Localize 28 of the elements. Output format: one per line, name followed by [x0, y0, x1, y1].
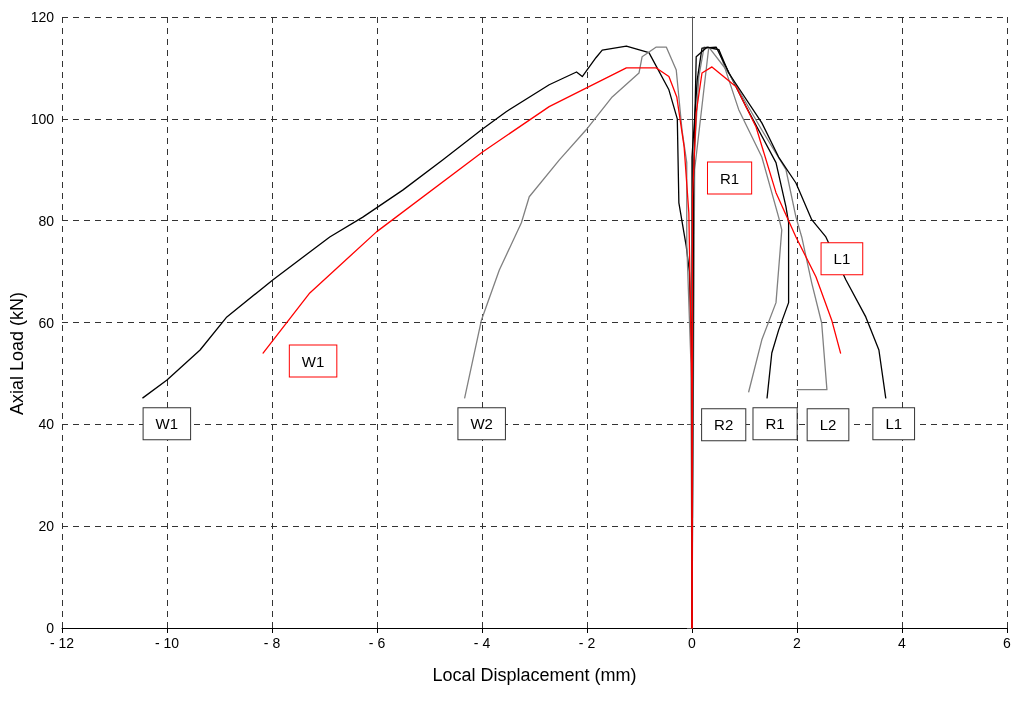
- x-tick-label: 0: [688, 635, 697, 651]
- series-label: W2: [470, 415, 493, 433]
- y-axis-title: Axial Load (kN): [7, 291, 27, 416]
- x-tick-label: - 8: [263, 635, 281, 651]
- series-label: W1: [155, 415, 179, 433]
- x-tick-label: - 2: [578, 635, 596, 651]
- y-tick-label: 120: [30, 9, 55, 25]
- x-tick-label: 4: [898, 635, 907, 651]
- x-tick-label: 2: [793, 635, 802, 651]
- x-tick-label: 6: [1003, 635, 1012, 651]
- series-label: R1: [765, 415, 785, 433]
- y-tick-label: 20: [38, 518, 55, 535]
- y-tick-label: 100: [30, 110, 55, 127]
- series-label: L1: [885, 415, 903, 433]
- y-tick-label: 80: [38, 212, 55, 229]
- annotation: L1: [833, 250, 851, 268]
- x-axis-title: Local Displacement (mm): [432, 665, 637, 685]
- x-tick-label: - 12: [49, 635, 75, 651]
- text: W1: [301, 352, 325, 370]
- series-label: L2: [819, 416, 837, 434]
- y-tick-label: 0: [46, 620, 55, 636]
- series-label: R1: [719, 169, 740, 187]
- y-tick-label: 40: [38, 416, 55, 433]
- x-tick-label: - 6: [368, 635, 386, 651]
- x-tick-label: - 10: [154, 635, 180, 651]
- y-tick-label: 60: [38, 314, 55, 331]
- x-tick-label: - 4: [473, 635, 491, 651]
- series-label: R2: [714, 416, 734, 434]
